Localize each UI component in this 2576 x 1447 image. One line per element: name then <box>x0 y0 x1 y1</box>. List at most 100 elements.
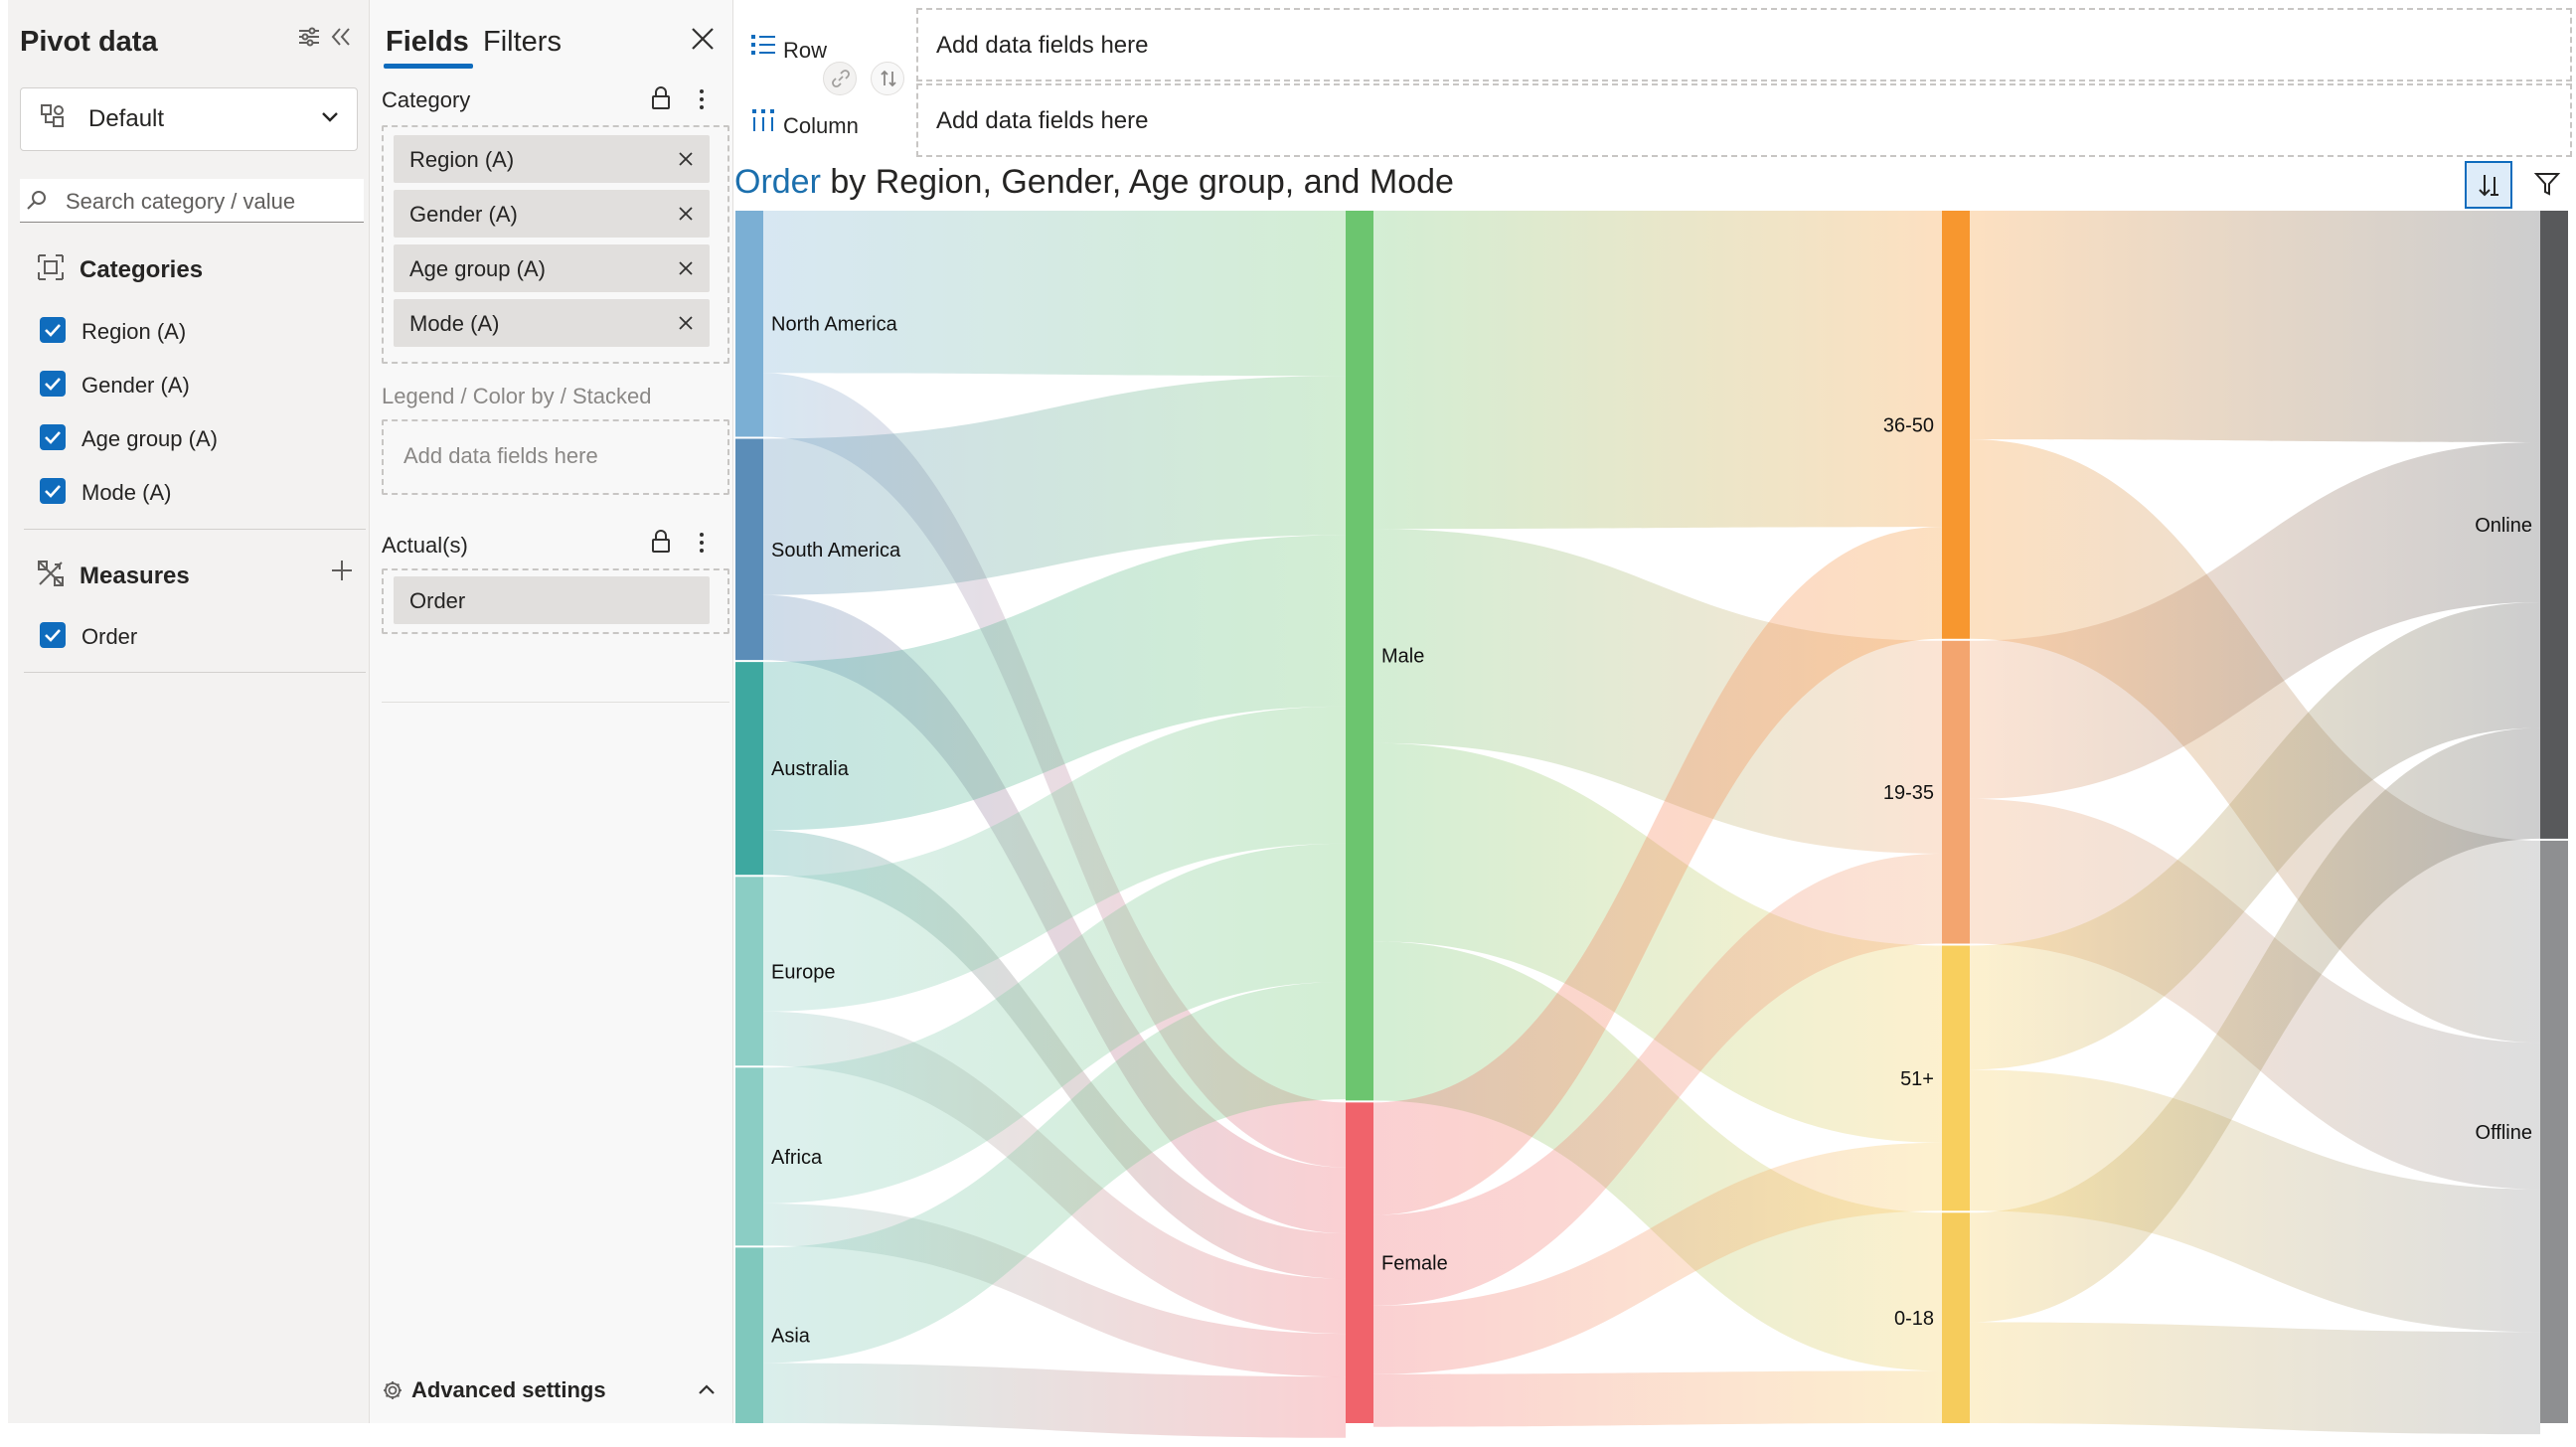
sankey-node-female[interactable] <box>1346 1102 1373 1423</box>
sankey-node-51-[interactable] <box>1942 945 1970 1211</box>
search-input[interactable]: Search category / value <box>20 179 364 223</box>
tab-fields[interactable]: Fields <box>386 26 469 58</box>
lock-icon[interactable] <box>650 529 672 555</box>
checkbox-checked-icon[interactable] <box>40 371 66 397</box>
actuals-well[interactable]: Order <box>382 568 729 634</box>
sankey-link-australia-to-male[interactable] <box>763 535 1346 831</box>
checkbox-checked-icon[interactable] <box>40 424 66 450</box>
lock-icon[interactable] <box>650 85 672 111</box>
link-icon[interactable] <box>823 62 857 95</box>
advanced-settings-toggle[interactable]: Advanced settings <box>382 1375 725 1409</box>
measure-label: Order <box>81 624 138 649</box>
sankey-node-online[interactable] <box>2540 211 2568 839</box>
preset-dropdown[interactable]: Default <box>20 87 358 151</box>
legend-well-label: Legend / Color by / Stacked <box>382 384 652 408</box>
field-chip-region[interactable]: Region (A) <box>394 135 710 183</box>
sankey-link-north-america-to-female[interactable] <box>763 373 1346 1168</box>
sankey-link-asia-to-male[interactable] <box>763 981 1346 1364</box>
fields-pane: Fields Filters Category Region (A) Gende… <box>370 0 733 1423</box>
sankey-link-europe-to-male[interactable] <box>763 706 1346 1012</box>
sankey-link-0-18-to-offline[interactable] <box>1970 1322 2540 1435</box>
collapse-double-chevron-icon[interactable] <box>328 24 354 57</box>
checkbox-checked-icon[interactable] <box>40 478 66 504</box>
sankey-link-australia-to-female[interactable] <box>763 830 1346 1279</box>
sankey-link-south-america-to-male[interactable] <box>763 376 1346 595</box>
chip-label: Mode (A) <box>409 311 500 336</box>
column-bars-icon <box>752 109 774 131</box>
row-well-label[interactable]: Row <box>733 8 912 83</box>
sort-button[interactable] <box>2465 161 2512 209</box>
sankey-link-south-america-to-female[interactable] <box>763 594 1346 1234</box>
more-vertical-icon[interactable] <box>698 87 706 111</box>
category-label: Gender (A) <box>81 373 190 398</box>
sankey-link-female-to-36-50[interactable] <box>1373 527 1942 1215</box>
sankey-link-19-35-to-online[interactable] <box>1970 441 2540 799</box>
category-well[interactable]: Region (A) Gender (A) Age group (A) Mode… <box>382 125 729 364</box>
sankey-link-female-to-0-18[interactable] <box>1373 1370 1942 1427</box>
add-icon[interactable] <box>330 559 354 587</box>
active-tab-indicator <box>384 64 473 69</box>
row-drop-zone[interactable]: Add data fields here <box>916 8 2572 81</box>
sankey-link-36-50-to-online[interactable] <box>1970 211 2540 442</box>
sankey-link-male-to-19-35[interactable] <box>1373 529 1942 854</box>
sankey-node-offline[interactable] <box>2540 840 2568 1423</box>
row-list-icon <box>751 35 775 55</box>
swap-icon[interactable] <box>871 62 904 95</box>
tab-filters[interactable]: Filters <box>483 26 562 58</box>
legend-placeholder: Add data fields here <box>403 443 598 468</box>
remove-icon[interactable] <box>678 315 694 331</box>
sankey-node-europe[interactable] <box>735 877 763 1066</box>
filter-button[interactable] <box>2524 161 2572 209</box>
sankey-node-label: 36-50 <box>1883 414 1934 436</box>
sankey-link-51+-to-offline[interactable] <box>1970 1069 2540 1333</box>
filter-icon <box>2534 173 2560 196</box>
category-well-label: Category <box>382 87 471 112</box>
sankey-node-north-america[interactable] <box>735 211 763 437</box>
chip-label: Order <box>409 588 466 613</box>
sankey-link-51+-to-online[interactable] <box>1970 602 2540 1070</box>
column-well-label[interactable]: Column <box>733 83 912 159</box>
chart-title: Order by Region, Gender, Age group, and … <box>734 163 1454 202</box>
search-icon <box>27 191 46 210</box>
sankey-link-north-america-to-male[interactable] <box>763 211 1346 377</box>
field-chip-age-group[interactable]: Age group (A) <box>394 244 710 292</box>
sankey-node-label: Offline <box>2476 1122 2532 1144</box>
sankey-link-male-to-0-18[interactable] <box>1373 941 1942 1371</box>
remove-icon[interactable] <box>678 206 694 222</box>
settings-sliders-icon[interactable] <box>296 24 322 57</box>
sankey-link-asia-to-female[interactable] <box>763 1363 1346 1438</box>
sankey-node-africa[interactable] <box>735 1067 763 1246</box>
more-vertical-icon[interactable] <box>698 531 706 555</box>
chip-label: Region (A) <box>409 147 515 172</box>
sankey-node-australia[interactable] <box>735 662 763 876</box>
field-chip-order[interactable]: Order <box>394 576 710 624</box>
close-icon[interactable] <box>690 26 716 52</box>
checkbox-checked-icon[interactable] <box>40 317 66 343</box>
sankey-node-19-35[interactable] <box>1942 640 1970 944</box>
column-drop-zone[interactable]: Add data fields here <box>916 83 2572 157</box>
legend-well[interactable]: Add data fields here <box>382 419 729 495</box>
sankey-node-label: Africa <box>771 1147 823 1169</box>
sankey-node-label: Male <box>1381 646 1424 668</box>
sankey-link-africa-to-male[interactable] <box>763 843 1346 1204</box>
sankey-node-0-18[interactable] <box>1942 1212 1970 1423</box>
field-chip-mode[interactable]: Mode (A) <box>394 299 710 347</box>
sankey-link-female-to-19-35[interactable] <box>1373 853 1942 1306</box>
remove-icon[interactable] <box>678 151 694 167</box>
sankey-link-female-to-51-[interactable] <box>1373 1142 1942 1374</box>
sankey-node-male[interactable] <box>1346 211 1373 1101</box>
sankey-node-asia[interactable] <box>735 1247 763 1423</box>
sankey-link-0-18-to-online[interactable] <box>1970 727 2540 1323</box>
field-chip-gender[interactable]: Gender (A) <box>394 190 710 238</box>
sankey-link-19-35-to-offline[interactable] <box>1970 798 2540 1190</box>
sankey-node-south-america[interactable] <box>735 438 763 661</box>
pivot-data-pane: Pivot data Default Search category / val… <box>8 0 370 1423</box>
sort-descending-icon <box>2479 175 2498 197</box>
sankey-link-male-to-36-50[interactable] <box>1373 211 1942 530</box>
checkbox-checked-icon[interactable] <box>40 622 66 648</box>
remove-icon[interactable] <box>678 260 694 276</box>
sankey-link-africa-to-female[interactable] <box>763 1203 1346 1377</box>
divider <box>24 529 366 530</box>
divider <box>382 702 729 703</box>
sankey-node-36-50[interactable] <box>1942 211 1970 639</box>
